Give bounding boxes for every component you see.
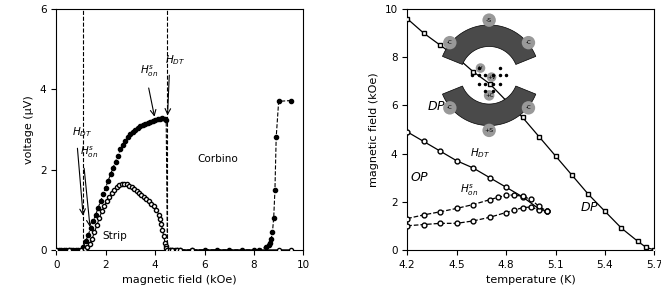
Text: +C: +C xyxy=(485,93,493,98)
Text: $H_{on}^{s}$: $H_{on}^{s}$ xyxy=(460,183,479,198)
Text: +V: +V xyxy=(487,75,496,80)
Circle shape xyxy=(443,101,457,115)
Text: $H_{c2}$: $H_{c2}$ xyxy=(511,93,529,107)
Text: $H_{DT}$: $H_{DT}$ xyxy=(165,53,186,67)
Text: Strip: Strip xyxy=(102,231,127,240)
Text: -C: -C xyxy=(447,40,453,45)
Polygon shape xyxy=(442,86,536,126)
Text: $H_{DT}$: $H_{DT}$ xyxy=(470,146,490,160)
Text: $H_{on}^{s}$: $H_{on}^{s}$ xyxy=(139,64,158,79)
Circle shape xyxy=(522,101,535,115)
Circle shape xyxy=(486,72,496,82)
X-axis label: magnetic field (kOe): magnetic field (kOe) xyxy=(122,275,237,285)
Text: Corbino: Corbino xyxy=(197,154,238,163)
Circle shape xyxy=(522,36,535,49)
Text: +S: +S xyxy=(485,128,494,133)
Text: -C: -C xyxy=(447,105,453,110)
Text: -C: -C xyxy=(525,40,531,45)
Polygon shape xyxy=(442,25,536,64)
Text: -V: -V xyxy=(478,66,483,70)
X-axis label: temperature (K): temperature (K) xyxy=(486,275,576,285)
Text: $H_{on}^{s}$: $H_{on}^{s}$ xyxy=(80,144,98,160)
Circle shape xyxy=(443,36,457,49)
Y-axis label: voltage (μV): voltage (μV) xyxy=(24,95,34,164)
Text: -S: -S xyxy=(486,18,492,23)
Circle shape xyxy=(476,63,485,73)
Text: $DP$: $DP$ xyxy=(427,100,446,113)
Circle shape xyxy=(483,14,496,27)
Y-axis label: magnetic field (kOe): magnetic field (kOe) xyxy=(369,72,379,187)
Text: $OP$: $OP$ xyxy=(410,171,430,184)
Text: -C: -C xyxy=(525,105,531,110)
Circle shape xyxy=(484,90,494,101)
Text: $DP$: $DP$ xyxy=(580,201,600,214)
Circle shape xyxy=(483,124,496,137)
Text: $H_{DT}$: $H_{DT}$ xyxy=(71,126,92,139)
